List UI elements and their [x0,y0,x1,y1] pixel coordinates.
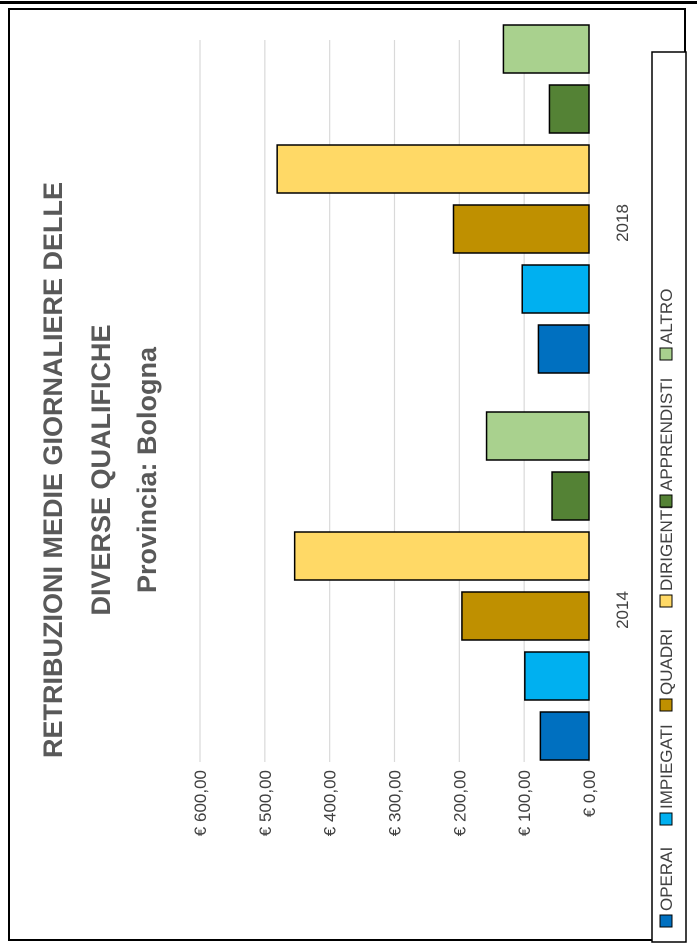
bars [276,24,590,761]
legend-swatch-dirigenti [659,594,673,608]
legend: OPERAI IMPIEGATI QUADRI DIRIGENTI APPRENDIST… [651,51,687,943]
legend-swatch-operai [659,914,673,928]
legend-swatch-altro [659,347,673,361]
value-tick-label: € 0,00 [580,770,599,817]
bar-quadri-2014 [461,591,590,641]
legend-swatch-impiegati [659,812,673,826]
bar-dirigenti-2014 [293,531,590,581]
legend-label-quadri: QUADRI [657,629,676,695]
chart-title: RETRIBUZIONI MEDIE GIORNALIERE DELLE DIV… [38,182,162,758]
title-line-2: DIVERSE QUALIFICHE [86,324,116,615]
category-label: 2014 [613,591,632,629]
legend-label-impiegati: IMPIEGATI [657,724,676,809]
bar-altro-2018 [502,24,590,74]
bar-impiegati-2018 [521,264,590,314]
category-label: 2018 [613,204,632,242]
bar-apprendisti-2018 [548,84,590,134]
legend-swatch-quadri [659,698,673,712]
legend-label-altro: ALTRO [657,289,676,344]
chart-subtitle: Provincia: Bologna [132,346,162,593]
bar-operai-2014 [539,711,590,761]
value-tick-label: € 200,00 [450,770,469,836]
legend-label-dirigenti: DIRIGENTI [657,505,676,591]
value-tick-label: € 300,00 [386,770,405,836]
value-tick-label: € 500,00 [256,770,275,836]
value-tick-label: € 100,00 [515,770,534,836]
legend-label-apprendisti: APPRENDISTI [657,378,676,491]
value-tick-label: € 400,00 [321,770,340,836]
bar-operai-2018 [537,324,590,374]
legend-label-operai: OPERAI [657,847,676,911]
top-border-line [0,1,697,4]
legend-swatch-apprendisti [659,494,673,508]
bar-dirigenti-2018 [276,144,590,194]
bar-altro-2014 [485,411,590,461]
bar-quadri-2018 [452,204,590,254]
bar-impiegati-2014 [524,651,590,701]
category-axis-labels: 2014 2018 [613,204,632,629]
bar-apprendisti-2014 [551,471,590,521]
value-axis-tick-labels: € 0,00 € 100,00 € 200,00 € 300,00 € 400,00 € … [191,770,599,836]
title-line-1: RETRIBUZIONI MEDIE GIORNALIERE DELLE [38,182,68,758]
value-tick-label: € 600,00 [191,770,210,836]
